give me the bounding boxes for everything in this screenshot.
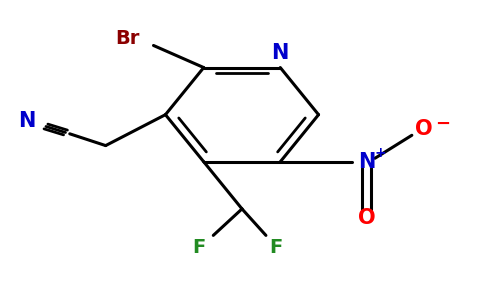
Text: N: N: [358, 152, 375, 172]
Text: O: O: [415, 119, 433, 140]
Text: −: −: [436, 115, 451, 133]
Text: N: N: [18, 111, 35, 130]
Text: F: F: [269, 238, 282, 257]
Text: F: F: [192, 238, 206, 257]
Text: O: O: [358, 208, 375, 228]
Text: Br: Br: [115, 28, 139, 48]
Text: N: N: [272, 43, 289, 63]
Text: +: +: [375, 146, 387, 160]
